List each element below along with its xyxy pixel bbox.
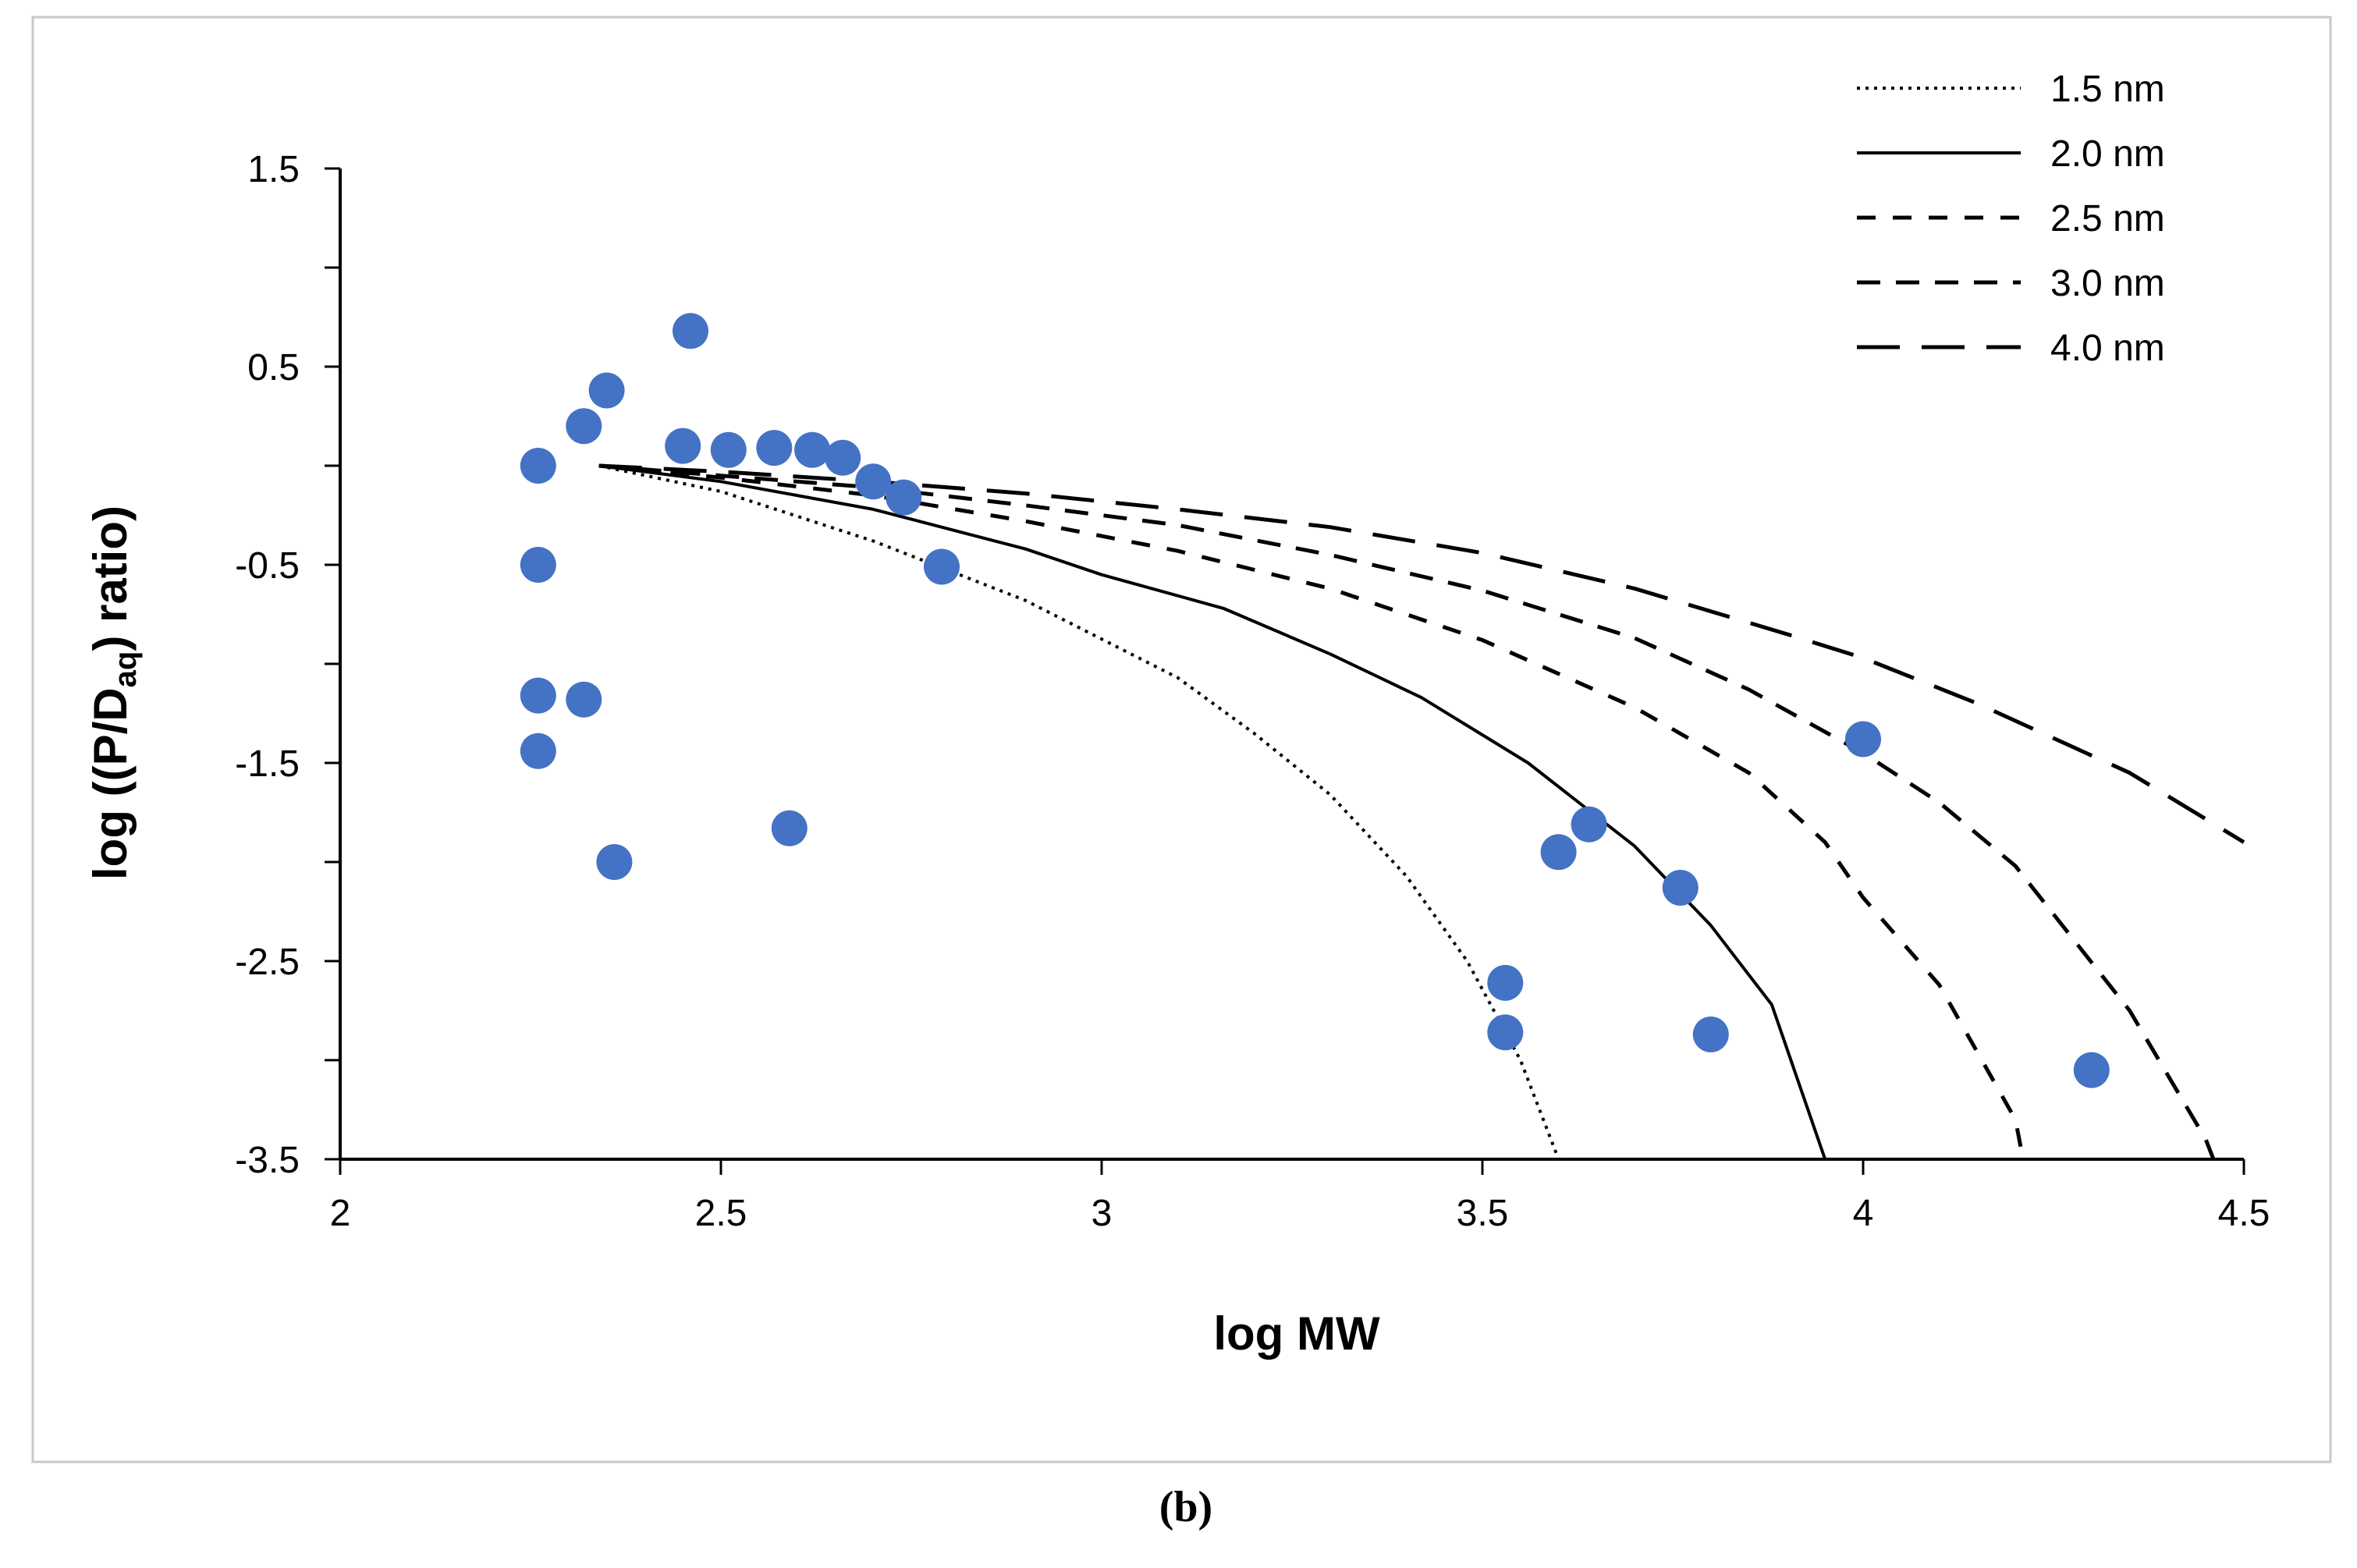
data-point — [520, 547, 556, 583]
y-axis-title-suffix: ) ratio) — [84, 506, 137, 651]
x-axis-title: log MW — [1213, 1307, 1380, 1360]
x-tick-label: 4 — [1853, 1193, 1874, 1234]
x-tick-label: 2 — [330, 1193, 351, 1234]
x-tick-label: 2.5 — [695, 1193, 747, 1234]
legend-label: 2.0 nm — [2050, 133, 2165, 175]
data-point — [756, 430, 793, 466]
data-point — [665, 427, 701, 464]
data-point — [855, 463, 892, 500]
data-point — [2073, 1052, 2110, 1088]
data-point — [710, 431, 747, 468]
y-axis-title-prefix: log ((P/D — [84, 687, 137, 880]
y-tick-label: 0.5 — [247, 347, 300, 388]
figure-caption: (b) — [1159, 1483, 1212, 1531]
y-tick-label: -3.5 — [235, 1140, 300, 1181]
data-point — [596, 844, 633, 880]
y-tick-label: -2.5 — [235, 942, 300, 983]
data-point — [520, 448, 556, 484]
data-point — [520, 677, 556, 714]
data-point — [924, 548, 960, 585]
y-axis-title-subscript: aq — [108, 651, 143, 688]
data-point — [794, 431, 831, 468]
y-tick-label: -0.5 — [235, 545, 300, 587]
data-point — [1692, 1016, 1729, 1052]
series-line-2-0-nm — [598, 464, 1827, 1160]
scatter-points — [520, 313, 2110, 1088]
data-point — [771, 810, 808, 846]
data-point — [520, 733, 556, 769]
legend: 1.5 nm 2.0 nm 2.5 nm 3.0 nm 4.0 nm — [1857, 69, 2165, 369]
series-line-1-5-nm — [598, 464, 1560, 1160]
y-axis-title: log ((P/Daq) ratio) — [84, 506, 143, 880]
data-point — [566, 681, 602, 718]
data-point — [1845, 721, 1881, 757]
legend-label: 4.0 nm — [2050, 328, 2165, 369]
legend-label: 1.5 nm — [2050, 69, 2165, 110]
series-line-3-0-nm — [598, 463, 2216, 1160]
legend-label: 3.0 nm — [2050, 263, 2165, 304]
data-point — [825, 439, 861, 476]
chart-frame — [31, 16, 2332, 1463]
data-point — [1662, 870, 1699, 906]
x-tick-label: 3 — [1092, 1193, 1113, 1234]
data-point — [1487, 964, 1524, 1001]
y-tick-label: -1.5 — [235, 743, 300, 785]
data-point — [1540, 834, 1577, 871]
data-point — [588, 372, 625, 409]
data-point — [673, 313, 708, 349]
y-tick-label: 1.5 — [247, 149, 300, 190]
data-point — [1571, 806, 1607, 843]
data-point — [566, 408, 602, 445]
data-point — [1487, 1014, 1524, 1051]
x-tick-label: 3.5 — [1457, 1193, 1509, 1234]
axes: 1.5 0.5 -0.5 -1.5 -2.5 -3.5 2 2.5 3 3.5 4 4.5 — [235, 149, 2270, 1234]
data-point — [886, 479, 922, 516]
legend-label: 2.5 nm — [2050, 198, 2165, 239]
x-tick-label: 4.5 — [2218, 1193, 2270, 1234]
